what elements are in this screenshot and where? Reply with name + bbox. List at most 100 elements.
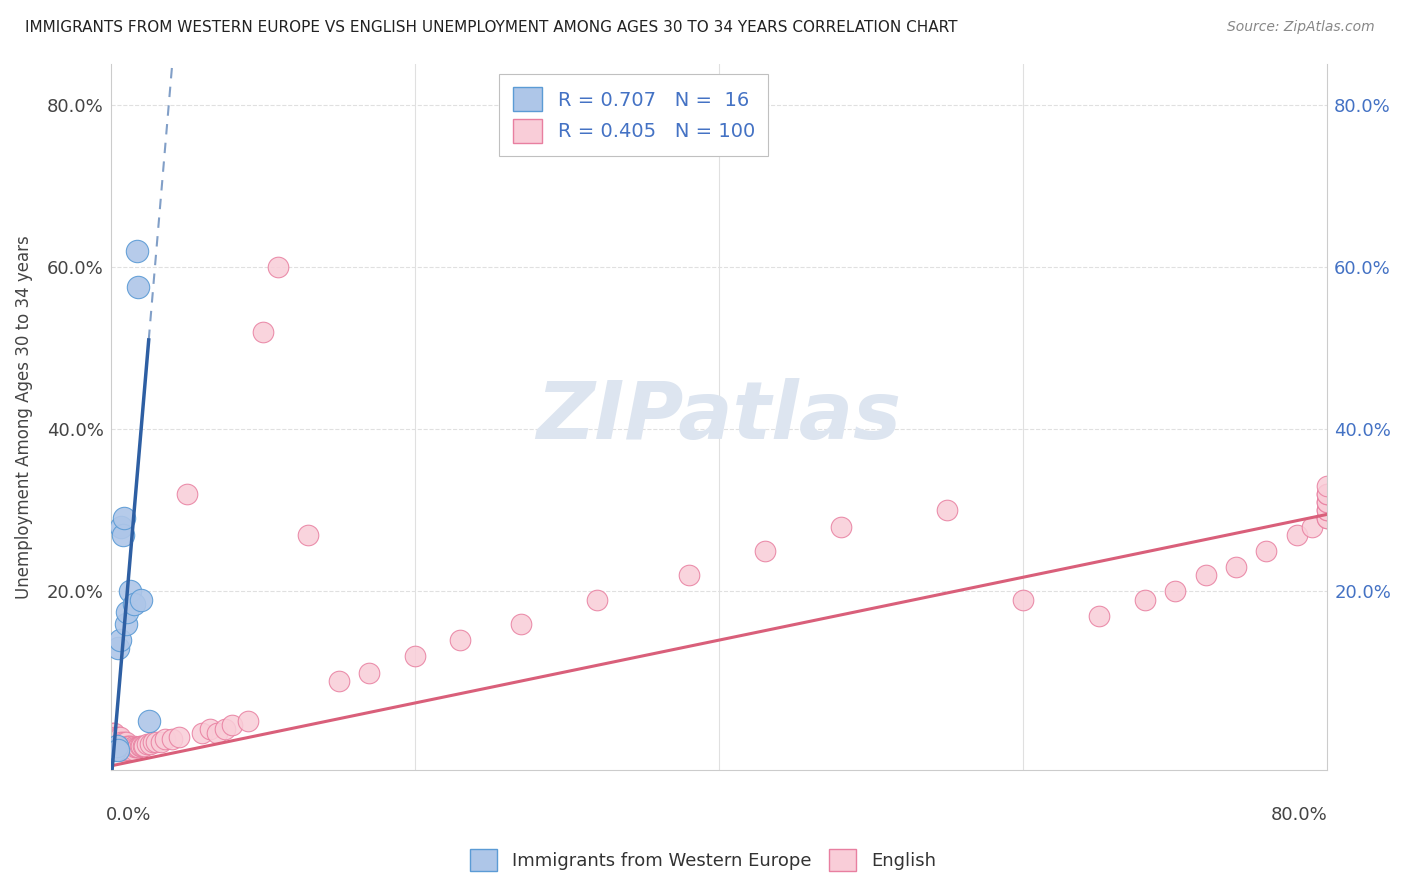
Point	[214, 723, 236, 737]
Point	[205, 726, 228, 740]
Point	[103, 726, 125, 740]
Point	[127, 280, 149, 294]
Point	[108, 734, 131, 748]
Point	[1133, 592, 1156, 607]
Text: IMMIGRANTS FROM WESTERN EUROPE VS ENGLISH UNEMPLOYMENT AMONG AGES 30 TO 34 YEARS: IMMIGRANTS FROM WESTERN EUROPE VS ENGLIS…	[25, 20, 957, 35]
Point	[120, 739, 142, 753]
Point	[104, 739, 127, 753]
Point	[108, 633, 131, 648]
Point	[120, 742, 142, 756]
Point	[104, 731, 127, 745]
Point	[328, 673, 350, 688]
Point	[121, 740, 143, 755]
Point	[111, 740, 134, 755]
Point	[1285, 527, 1308, 541]
Point	[115, 739, 138, 753]
Point	[198, 723, 221, 737]
Text: Source: ZipAtlas.com: Source: ZipAtlas.com	[1227, 20, 1375, 34]
Point	[122, 742, 145, 756]
Point	[101, 734, 124, 748]
Point	[110, 734, 132, 748]
Text: 80.0%: 80.0%	[1271, 806, 1327, 824]
Point	[118, 739, 141, 753]
Point	[103, 742, 125, 756]
Point	[122, 739, 145, 753]
Point	[134, 739, 156, 753]
Point	[117, 742, 139, 756]
Point	[104, 734, 127, 748]
Point	[128, 739, 150, 753]
Point	[236, 714, 259, 729]
Point	[105, 734, 128, 748]
Point	[1316, 487, 1339, 501]
Point	[107, 742, 129, 756]
Point	[107, 739, 129, 753]
Point	[129, 592, 152, 607]
Point	[155, 732, 177, 747]
Point	[103, 734, 125, 748]
Point	[125, 244, 148, 258]
Point	[120, 584, 142, 599]
Point	[101, 739, 124, 753]
Point	[145, 734, 167, 748]
Point	[1164, 584, 1187, 599]
Point	[1316, 495, 1339, 509]
Point	[830, 519, 852, 533]
Point	[252, 325, 274, 339]
Point	[103, 731, 125, 745]
Point	[108, 739, 131, 753]
Point	[138, 714, 160, 729]
Point	[122, 597, 145, 611]
Y-axis label: Unemployment Among Ages 30 to 34 years: Unemployment Among Ages 30 to 34 years	[15, 235, 32, 599]
Point	[267, 260, 290, 274]
Point	[359, 665, 381, 680]
Point	[221, 718, 243, 732]
Point	[107, 641, 129, 656]
Point	[1012, 592, 1035, 607]
Point	[105, 742, 128, 756]
Point	[149, 734, 172, 748]
Point	[297, 527, 319, 541]
Point	[112, 739, 135, 753]
Point	[110, 519, 132, 533]
Point	[104, 742, 127, 756]
Point	[125, 740, 148, 755]
Point	[129, 739, 152, 753]
Point	[1194, 568, 1216, 582]
Point	[111, 527, 134, 541]
Point	[112, 511, 135, 525]
Point	[104, 742, 127, 756]
Point	[1316, 503, 1339, 517]
Point	[118, 742, 141, 756]
Point	[101, 731, 124, 745]
Point	[139, 737, 162, 751]
Point	[131, 739, 153, 753]
Point	[111, 737, 134, 751]
Point	[754, 544, 776, 558]
Point	[1316, 487, 1339, 501]
Point	[176, 487, 198, 501]
Point	[117, 605, 139, 619]
Point	[586, 592, 609, 607]
Point	[110, 739, 132, 753]
Point	[1301, 519, 1323, 533]
Point	[110, 742, 132, 756]
Point	[404, 649, 426, 664]
Text: ZIPatlas: ZIPatlas	[537, 378, 901, 456]
Point	[1316, 479, 1339, 493]
Point	[678, 568, 700, 582]
Text: 0.0%: 0.0%	[105, 806, 152, 824]
Point	[1256, 544, 1278, 558]
Point	[936, 503, 959, 517]
Legend: R = 0.707   N =  16, R = 0.405   N = 100: R = 0.707 N = 16, R = 0.405 N = 100	[499, 74, 769, 156]
Point	[107, 734, 129, 748]
Point	[107, 742, 129, 756]
Point	[115, 734, 138, 748]
Point	[108, 731, 131, 745]
Point	[1316, 511, 1339, 525]
Point	[1225, 560, 1247, 574]
Point	[1316, 495, 1339, 509]
Point	[101, 726, 124, 740]
Point	[1316, 503, 1339, 517]
Point	[105, 739, 128, 753]
